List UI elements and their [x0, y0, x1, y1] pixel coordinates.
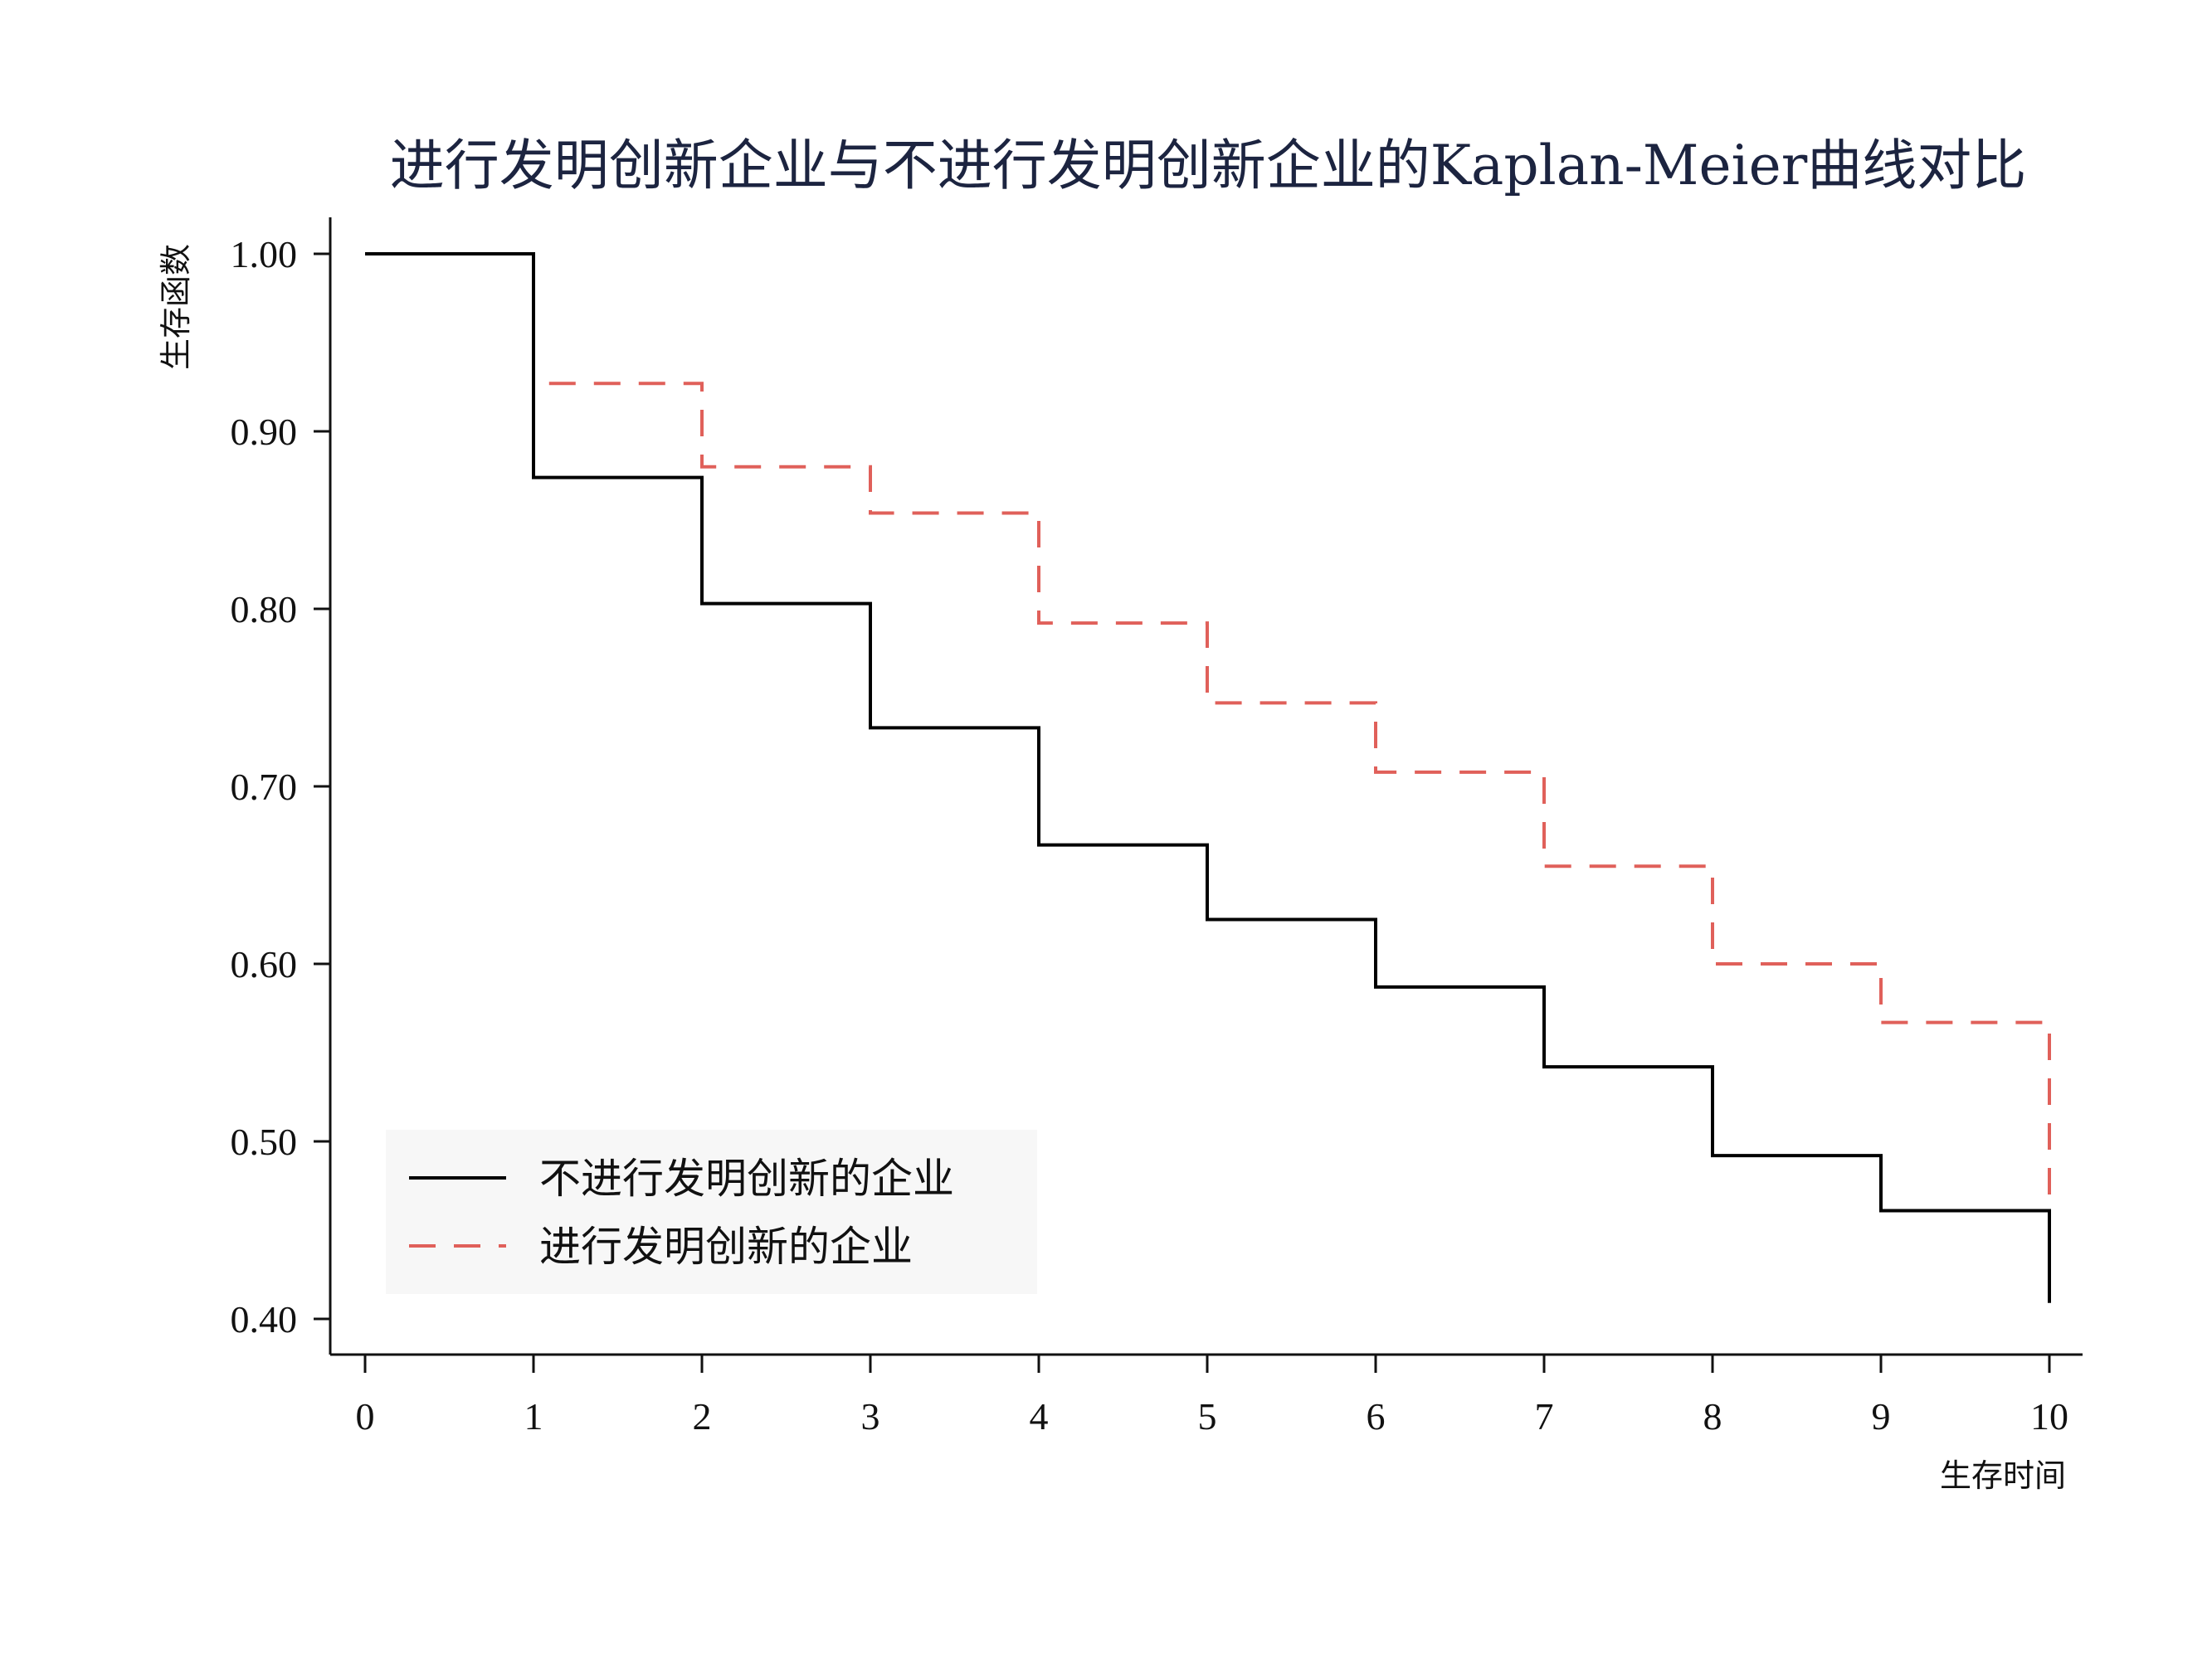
- chart-title: 进行发明创新企业与不进行发明创新企业的Kaplan-Meier曲线对比: [390, 134, 2027, 197]
- series-line-innovation: [365, 252, 2051, 1211]
- x-tick-label: 3: [861, 1395, 880, 1438]
- x-tick-label: 8: [1703, 1395, 1722, 1438]
- y-tick-label: 0.90: [231, 411, 298, 453]
- x-tick-label: 1: [524, 1395, 543, 1438]
- x-tick-label: 9: [1872, 1395, 1891, 1438]
- x-tick-label: 6: [1367, 1395, 1386, 1438]
- x-tick-label: 0: [356, 1395, 375, 1438]
- y-tick-label: 0.50: [231, 1121, 298, 1163]
- x-tick-label: 10: [2030, 1395, 2068, 1438]
- series-line-no-innovation: [365, 252, 2051, 1303]
- legend-label: 不进行发明创新的企业: [539, 1155, 954, 1203]
- x-tick-label: 2: [693, 1395, 712, 1438]
- x-axis-label: 生存时间: [1940, 1457, 2066, 1494]
- ticks: 1.00 0.90 0.80 0.70 0.60 0.50 0.40 0 1 2 3 4 5 6 7 8 9 10: [231, 233, 2069, 1438]
- x-tick-label: 4: [1030, 1395, 1049, 1438]
- y-tick-label: 0.40: [231, 1298, 298, 1340]
- y-axis-label: 生存函数: [158, 244, 194, 370]
- x-tick-label: 5: [1198, 1395, 1217, 1438]
- legend-background: [386, 1130, 1037, 1294]
- y-tick-label: 0.70: [231, 766, 298, 808]
- x-tick-label: 7: [1535, 1395, 1554, 1438]
- y-tick-label: 1.00: [231, 233, 298, 275]
- y-tick-label: 0.60: [231, 943, 298, 985]
- y-tick-label: 0.80: [231, 588, 298, 630]
- legend-label: 进行发明创新的企业: [539, 1223, 913, 1271]
- series-layer: [365, 252, 2051, 1303]
